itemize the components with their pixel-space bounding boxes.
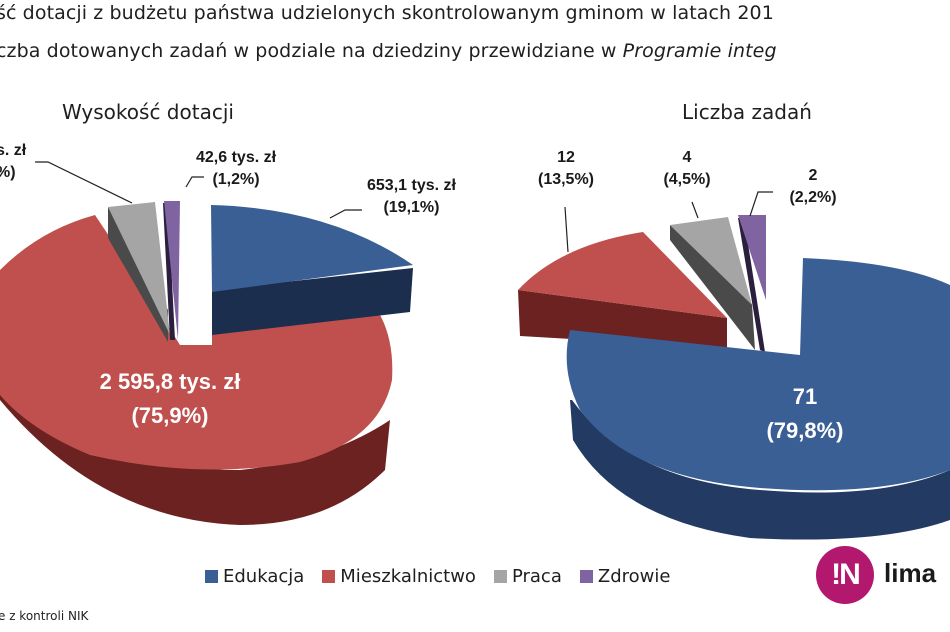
right-label-mieszkalnictwo-pct: (13,5%) <box>537 171 595 188</box>
legend-label: Zdrowie <box>597 566 671 587</box>
legend-swatch-edukacja <box>205 570 218 583</box>
legend-item-edukacja: Edukacja <box>205 566 304 587</box>
title-line-2-italic: Programie integ <box>622 40 777 62</box>
left-label-zdrowie-value: 42,6 tys. zł <box>196 149 277 166</box>
right-slice-edukacja <box>566 258 950 491</box>
right-label-zdrowie-value: 2 <box>808 167 818 184</box>
right-label-edukacja-value: 71 <box>792 384 818 409</box>
left-label-mieszkalnictwo: 2 595,8 tys. zł (75,9%) <box>70 365 270 433</box>
right-slice-zdrowie-side <box>738 218 765 352</box>
right-slice-praca-side <box>670 225 755 350</box>
right-leader-zdrowie <box>749 191 773 217</box>
title-line-2-plain: czba dotowanych zadań w podziale na dzie… <box>0 40 623 62</box>
left-label-edukacja-pct: (19,1%) <box>383 199 440 216</box>
right-label-mieszkalnictwo-value: 12 <box>557 149 575 166</box>
legend-item-zdrowie: Zdrowie <box>579 566 671 587</box>
legend-swatch-mieszkalnictwo <box>322 570 336 583</box>
left-leader-praca <box>35 161 133 204</box>
logo-mark: !N <box>831 558 861 591</box>
left-label-mieszkalnictwo-pct: (75,9%) <box>131 403 209 428</box>
legend-swatch-praca <box>493 570 507 583</box>
right-leader-praca <box>691 201 699 219</box>
left-slice-praca <box>108 202 170 335</box>
right-label-praca: 4 (4,5%) <box>652 147 722 191</box>
left-slice-edukacja <box>211 205 413 292</box>
left-slice-mieszkalnictwo-side <box>0 320 390 525</box>
right-label-edukacja-pct: (79,8%) <box>766 418 844 443</box>
left-slice-praca-side <box>108 207 168 342</box>
legend-item-praca: Praca <box>493 566 562 587</box>
left-slice-mieszkalnictwo <box>0 215 393 470</box>
left-leader-edukacja <box>329 209 362 219</box>
chart-title-line-1: ść dotacji z budżetu państwa udzielonych… <box>0 2 774 24</box>
chart-legend: Edukacja Mieszkalnictwo Praca Zdrowie <box>205 566 670 587</box>
brand-logo-icon: !N <box>816 546 874 604</box>
left-label-zdrowie-pct: (1,2%) <box>212 171 260 188</box>
right-pie <box>518 191 950 540</box>
right-leader-mieszkalnictwo <box>564 206 569 253</box>
left-leader-zdrowie <box>185 176 204 188</box>
legend-label: Mieszkalnictwo <box>340 566 476 587</box>
chart-title-line-2: czba dotowanych zadań w podziale na dzie… <box>0 40 777 62</box>
brand-logo-text: lima <box>884 558 937 588</box>
left-chart-title: Wysokość dotacji <box>62 100 234 124</box>
left-label-mieszkalnictwo-value: 2 595,8 tys. zł <box>99 369 241 394</box>
left-label-edukacja: 653,1 tys. zł (19,1%) <box>367 175 456 219</box>
right-slice-mieszkalnictwo <box>518 232 727 318</box>
left-pie <box>0 161 413 525</box>
left-slice-zdrowie-side <box>163 203 175 340</box>
right-label-edukacja: 71 (79,8%) <box>740 380 870 448</box>
left-label-praca-value: s. zł <box>0 142 27 159</box>
left-label-zdrowie: 42,6 tys. zł (1,2%) <box>196 147 276 191</box>
left-slice-zdrowie <box>164 201 180 340</box>
left-label-edukacja-value: 653,1 tys. zł <box>367 177 456 194</box>
source-note: e z kontroli NIK <box>0 609 89 623</box>
right-label-praca-pct: (4,5%) <box>663 171 711 188</box>
left-label-praca-pct: %) <box>0 164 16 181</box>
left-label-praca: s. zł %) <box>0 140 26 184</box>
right-slice-praca <box>670 217 752 305</box>
right-label-zdrowie: 2 (2,2%) <box>778 165 848 209</box>
legend-label: Praca <box>511 566 562 587</box>
legend-label: Edukacja <box>223 566 305 587</box>
right-label-praca-value: 4 <box>682 149 692 166</box>
legend-item-mieszkalnictwo: Mieszkalnictwo <box>322 566 476 587</box>
legend-swatch-zdrowie <box>579 570 593 583</box>
right-chart-title: Liczba zadań <box>682 100 812 124</box>
right-slice-edukacja-side <box>570 400 950 540</box>
right-label-mieszkalnictwo: 12 (13,5%) <box>528 147 604 191</box>
right-label-zdrowie-pct: (2,2%) <box>789 189 837 206</box>
right-slice-zdrowie <box>738 215 766 300</box>
